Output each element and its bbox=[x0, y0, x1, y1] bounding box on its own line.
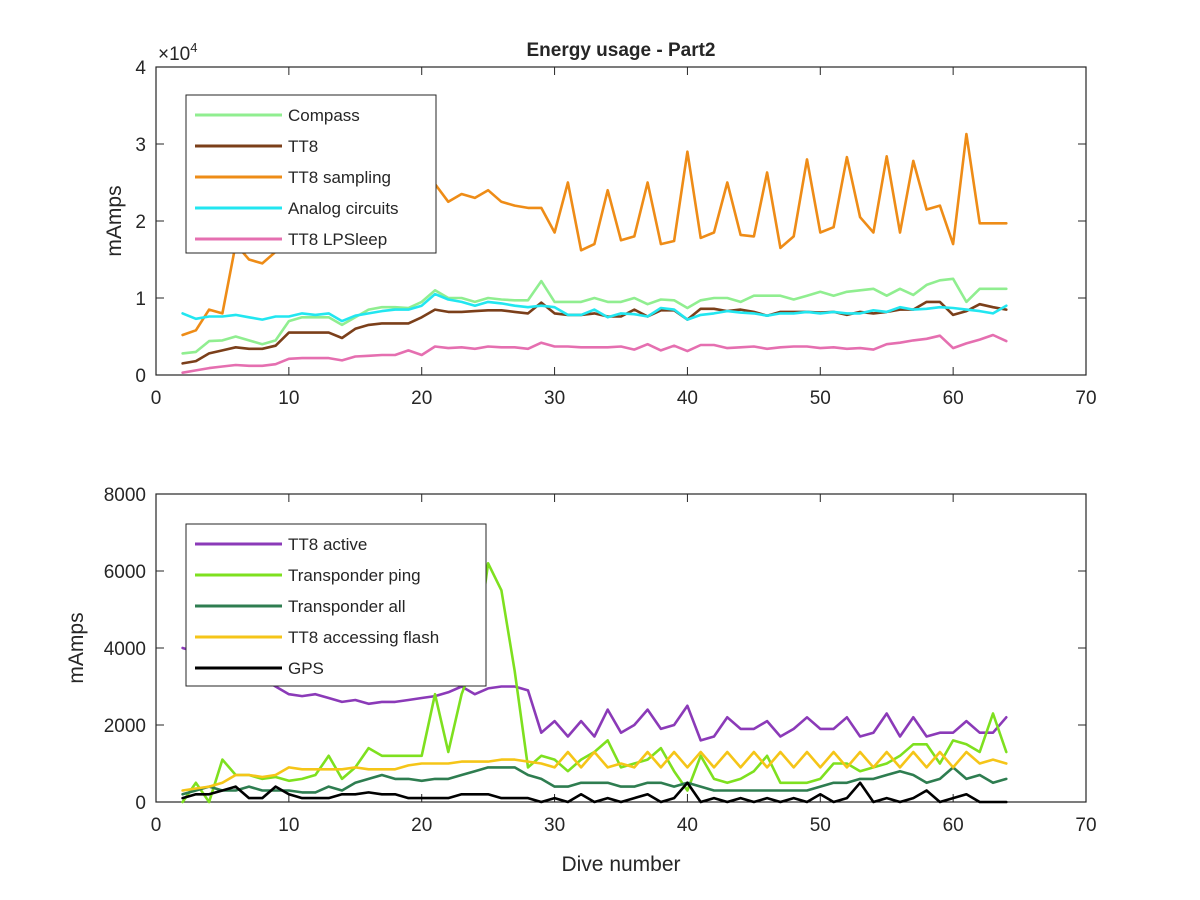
series-line-tt8 bbox=[181, 300, 1008, 365]
bottom-y-tick-label: 4000 bbox=[104, 639, 146, 660]
top-series-group bbox=[181, 132, 1008, 375]
top-y-exponent-base: ×10 bbox=[158, 44, 190, 65]
bottom-axes: 0 10 20 30 40 50 60 70 0 2000 4000 6000 8000 bbox=[104, 485, 1097, 836]
top-x-tick-label: 30 bbox=[544, 388, 565, 409]
bottom-y-tick-label: 0 bbox=[135, 793, 146, 814]
legend-label-compass: Compass bbox=[288, 106, 360, 125]
top-x-tick-label: 10 bbox=[278, 388, 299, 409]
series-line-transponder-all bbox=[181, 766, 1008, 796]
bottom-x-tick-label: 70 bbox=[1075, 815, 1096, 836]
legend-label-analog-circuits: Analog circuits bbox=[288, 199, 399, 218]
bottom-x-axis-label: Dive number bbox=[561, 853, 680, 876]
top-x-tick-label: 20 bbox=[411, 388, 432, 409]
bottom-x-tick-label: 60 bbox=[943, 815, 964, 836]
bottom-y-tick-label: 8000 bbox=[104, 485, 146, 506]
top-legend: Compass TT8 TT8 sampling Analog circuits TT8… bbox=[185, 94, 437, 254]
legend-label-transponder-ping: Transponder ping bbox=[288, 566, 421, 585]
top-y-exponent-power: 4 bbox=[190, 40, 197, 55]
top-y-tick-label: 2 bbox=[135, 212, 146, 233]
legend-label-tt8: TT8 bbox=[288, 137, 318, 156]
top-y-exponent-label: ×104 bbox=[158, 40, 197, 65]
bottom-y-tick-label: 2000 bbox=[104, 716, 146, 737]
bottom-x-tick-label: 20 bbox=[411, 815, 432, 836]
top-chart-title: Energy usage - Part2 bbox=[526, 40, 715, 61]
series-line-tt8-lpsleep bbox=[181, 333, 1008, 375]
bottom-subplot: mAmps Dive number 0 10 20 30 40 50 60 70 0 2000 40… bbox=[65, 485, 1097, 876]
series-line-analog-circuits bbox=[181, 292, 1008, 323]
series-line-gps bbox=[181, 781, 1008, 804]
series-line-compass bbox=[181, 277, 1008, 355]
bottom-x-tick-label: 0 bbox=[151, 815, 162, 836]
legend-label-tt8-sampling: TT8 sampling bbox=[288, 168, 391, 187]
bottom-series-group bbox=[181, 561, 1008, 804]
bottom-y-axis-label: mAmps bbox=[65, 612, 88, 683]
bottom-legend: TT8 active Transponder ping Transponder al… bbox=[185, 523, 487, 687]
legend-label-tt8-lpsleep: TT8 LPSleep bbox=[288, 230, 387, 249]
top-x-tick-label: 50 bbox=[810, 388, 831, 409]
series-line-tt8-active bbox=[181, 646, 1008, 742]
bottom-x-tick-label: 40 bbox=[677, 815, 698, 836]
legend-label-transponder-all: Transponder all bbox=[288, 597, 406, 616]
bottom-x-tick-label: 30 bbox=[544, 815, 565, 836]
top-x-tick-label: 70 bbox=[1075, 388, 1096, 409]
bottom-x-tick-label: 10 bbox=[278, 815, 299, 836]
top-y-tick-label: 4 bbox=[135, 58, 146, 79]
top-x-tick-label: 40 bbox=[677, 388, 698, 409]
top-axes: 0 10 20 30 40 50 60 70 0 1 2 3 4 bbox=[135, 58, 1096, 409]
top-subplot: Energy usage - Part2 mAmps ×104 0 10 20 30 4… bbox=[103, 40, 1097, 409]
bottom-y-tick-label: 6000 bbox=[104, 562, 146, 583]
legend-label-tt8-active: TT8 active bbox=[288, 535, 367, 554]
legend-label-tt8-accessing-flash: TT8 accessing flash bbox=[288, 628, 439, 647]
bottom-x-tick-label: 50 bbox=[810, 815, 831, 836]
top-x-tick-label: 60 bbox=[943, 388, 964, 409]
top-x-tick-label: 0 bbox=[151, 388, 162, 409]
top-legend-box bbox=[185, 94, 437, 254]
legend-label-gps: GPS bbox=[288, 659, 324, 678]
top-y-tick-label: 3 bbox=[135, 135, 146, 156]
top-y-axis-label: mAmps bbox=[103, 185, 126, 256]
top-y-tick-label: 0 bbox=[135, 366, 146, 387]
top-y-tick-label: 1 bbox=[135, 289, 146, 310]
series-line-tt8-accessing-flash bbox=[181, 750, 1008, 792]
